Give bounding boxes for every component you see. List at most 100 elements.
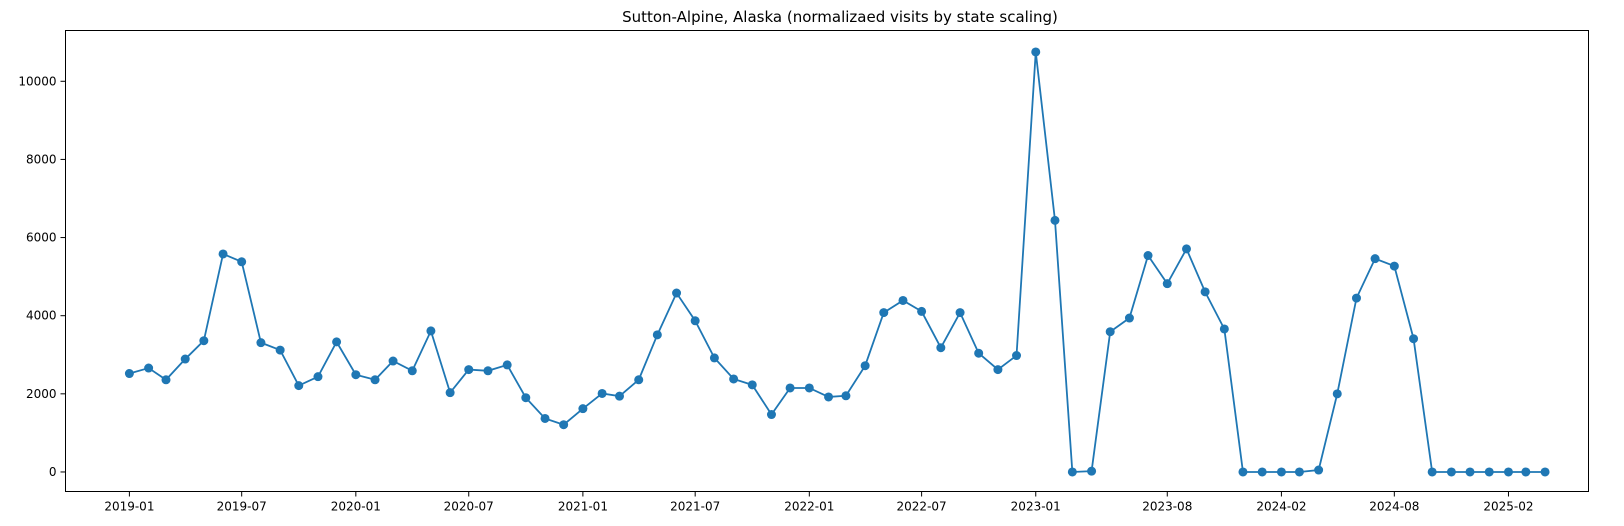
chart-title: Sutton-Alpine, Alaska (normalizaed visit…: [622, 8, 1058, 26]
data-point: [804, 383, 814, 393]
data-point: [1484, 467, 1494, 477]
y-tick-label: 2000: [26, 387, 57, 401]
data-point: [218, 249, 228, 259]
data-point: [1465, 467, 1475, 477]
data-point: [747, 380, 757, 390]
data-point: [464, 365, 474, 375]
data-point: [1294, 467, 1304, 477]
y-tick-label: 6000: [26, 231, 57, 245]
data-point: [351, 370, 361, 380]
data-point: [1332, 389, 1342, 399]
data-point: [199, 336, 209, 346]
data-point: [1503, 467, 1513, 477]
x-tick-label: 2021-07: [670, 500, 720, 514]
data-point: [652, 330, 662, 340]
data-point: [237, 257, 247, 267]
y-tick-label: 8000: [26, 152, 57, 166]
x-tick-label: 2019-01: [104, 500, 154, 514]
data-point: [256, 338, 266, 348]
data-point: [180, 354, 190, 364]
data-point: [370, 375, 380, 385]
y-tick-label: 0: [49, 465, 57, 479]
x-tick-label: 2021-01: [558, 500, 608, 514]
data-point: [841, 391, 851, 401]
data-point: [766, 410, 776, 420]
data-point: [1446, 467, 1456, 477]
data-point: [124, 369, 134, 379]
x-tick-label: 2023-08: [1142, 500, 1192, 514]
data-point: [275, 345, 285, 355]
data-point: [521, 393, 531, 403]
data-point: [502, 360, 512, 370]
data-point: [294, 381, 304, 391]
x-tick-label: 2023-01: [1011, 500, 1061, 514]
data-point: [974, 348, 984, 358]
data-point: [1162, 279, 1172, 289]
data-point: [917, 306, 927, 316]
plot-frame: [65, 30, 1589, 492]
data-point: [559, 420, 569, 430]
x-tick-label: 2024-02: [1256, 500, 1306, 514]
data-point: [614, 391, 624, 401]
data-point: [1143, 251, 1153, 261]
data-point: [1124, 313, 1134, 323]
data-point: [729, 374, 739, 384]
y-tick-label: 10000: [18, 74, 56, 88]
data-point: [672, 288, 682, 298]
data-point: [1067, 467, 1077, 477]
ticks-layer: 2019-01 2019-07 2020-01 2020-07 2021-01 2021-…: [18, 74, 1533, 513]
data-point: [690, 316, 700, 326]
x-tick-label: 2019-07: [217, 500, 267, 514]
x-tick-label: 2020-01: [331, 500, 381, 514]
data-point: [597, 388, 607, 398]
data-point: [1370, 254, 1380, 264]
data-point: [407, 366, 417, 376]
data-point: [1409, 334, 1419, 344]
data-point: [161, 375, 171, 385]
data-point: [1012, 351, 1022, 361]
data-point: [1182, 244, 1191, 254]
data-point: [313, 372, 323, 382]
series-layer: [124, 47, 1550, 477]
data-point: [578, 404, 588, 414]
data-point: [824, 392, 834, 402]
data-point: [144, 363, 154, 373]
data-point: [540, 413, 550, 423]
series-line: [129, 51, 1546, 473]
x-tick-label: 2025-02: [1483, 500, 1533, 514]
data-point: [426, 326, 436, 336]
data-point: [1389, 261, 1399, 271]
data-point: [955, 308, 965, 318]
data-point: [1105, 327, 1115, 337]
x-tick-label: 2022-01: [784, 500, 834, 514]
data-point: [860, 361, 870, 371]
data-point: [388, 356, 398, 366]
data-point: [1238, 467, 1248, 477]
x-tick-label: 2024-08: [1369, 500, 1419, 514]
data-point: [483, 366, 493, 376]
data-point: [709, 353, 719, 363]
data-point: [993, 365, 1003, 375]
data-point: [1031, 47, 1041, 57]
x-tick-label: 2020-07: [444, 500, 494, 514]
data-point: [879, 308, 889, 318]
data-point: [1521, 467, 1531, 477]
data-point: [1087, 466, 1097, 476]
data-point: [1219, 324, 1229, 334]
data-point: [634, 375, 644, 385]
y-tick-label: 4000: [26, 309, 57, 323]
data-point: [332, 337, 342, 347]
x-tick-label: 2022-07: [897, 500, 947, 514]
data-point: [1276, 467, 1286, 477]
data-point: [1351, 293, 1361, 303]
data-point: [1540, 467, 1550, 477]
data-point: [445, 388, 455, 398]
data-point: [1200, 287, 1210, 297]
data-point: [1427, 467, 1437, 477]
data-point: [898, 295, 908, 305]
data-point: [785, 383, 795, 393]
data-point: [1314, 465, 1324, 475]
data-point: [936, 343, 946, 353]
data-point: [1050, 215, 1060, 225]
